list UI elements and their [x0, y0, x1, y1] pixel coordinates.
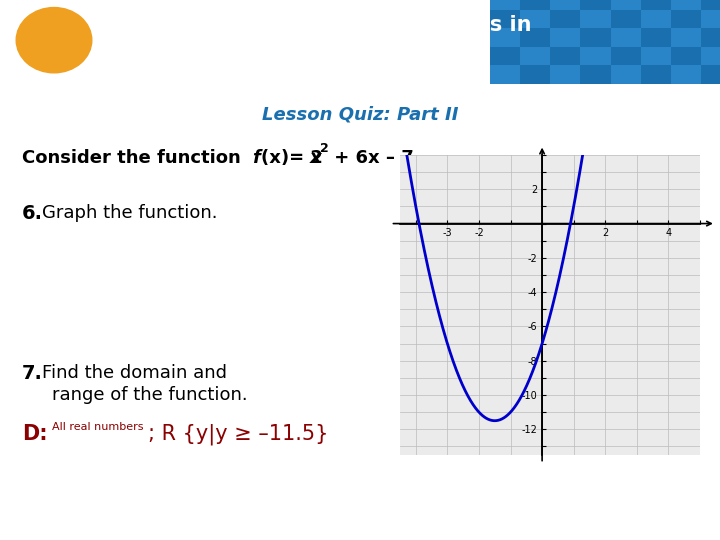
Bar — [641, 10, 671, 29]
Bar — [671, 47, 701, 65]
Bar — [490, 47, 520, 65]
Bar — [611, 10, 641, 29]
Text: D:: D: — [22, 424, 48, 444]
Text: f: f — [252, 148, 260, 167]
Bar — [611, 65, 641, 84]
Bar — [701, 65, 720, 84]
Bar — [701, 0, 720, 10]
Bar — [520, 65, 550, 84]
Bar — [550, 10, 580, 29]
Text: ; R {y|y ≥ –11.5}: ; R {y|y ≥ –11.5} — [148, 424, 328, 445]
Bar — [490, 0, 520, 10]
Bar — [550, 0, 580, 10]
Bar — [641, 29, 671, 47]
Bar — [490, 65, 520, 84]
Text: + 6x – 7.: + 6x – 7. — [328, 148, 420, 167]
Bar — [671, 29, 701, 47]
Text: 7.: 7. — [22, 364, 43, 383]
Text: range of the function.: range of the function. — [52, 386, 248, 404]
Bar — [580, 65, 611, 84]
Bar — [671, 10, 701, 29]
Text: Graph the function.: Graph the function. — [42, 204, 217, 222]
Bar — [671, 0, 701, 10]
Text: 6.: 6. — [22, 204, 43, 222]
Bar — [490, 10, 520, 29]
Bar — [520, 0, 550, 10]
Bar — [641, 65, 671, 84]
Bar — [580, 0, 611, 10]
Text: Find the domain and: Find the domain and — [42, 364, 227, 382]
Text: 2: 2 — [320, 141, 329, 154]
Bar — [550, 47, 580, 65]
Bar — [611, 47, 641, 65]
Bar — [580, 47, 611, 65]
Text: Properties of Quadratic Functions in: Properties of Quadratic Functions in — [104, 15, 532, 35]
Bar — [611, 0, 641, 10]
Bar — [520, 29, 550, 47]
Text: Standard Form: Standard Form — [104, 50, 279, 70]
Bar — [490, 29, 520, 47]
Text: Consider the function: Consider the function — [22, 148, 247, 167]
Bar — [520, 47, 550, 65]
Bar — [701, 10, 720, 29]
Bar — [611, 29, 641, 47]
Text: Holt McDougal Algebra 2: Holt McDougal Algebra 2 — [14, 513, 170, 526]
Bar — [641, 0, 671, 10]
Bar — [701, 47, 720, 65]
Bar — [580, 10, 611, 29]
Text: All real numbers: All real numbers — [52, 422, 143, 431]
Text: Lesson Quiz: Part II: Lesson Quiz: Part II — [262, 106, 458, 124]
Bar — [520, 10, 550, 29]
Text: x: x — [310, 148, 322, 167]
Bar — [550, 65, 580, 84]
Bar — [701, 29, 720, 47]
Bar — [641, 47, 671, 65]
Text: Copyright © by Holt Mc Dougal. All Rights Reserved.: Copyright © by Holt Mc Dougal. All Right… — [455, 515, 713, 525]
Ellipse shape — [17, 8, 92, 73]
Bar — [671, 65, 701, 84]
Text: (x)= 2: (x)= 2 — [261, 148, 323, 167]
Bar — [580, 29, 611, 47]
Bar — [550, 29, 580, 47]
